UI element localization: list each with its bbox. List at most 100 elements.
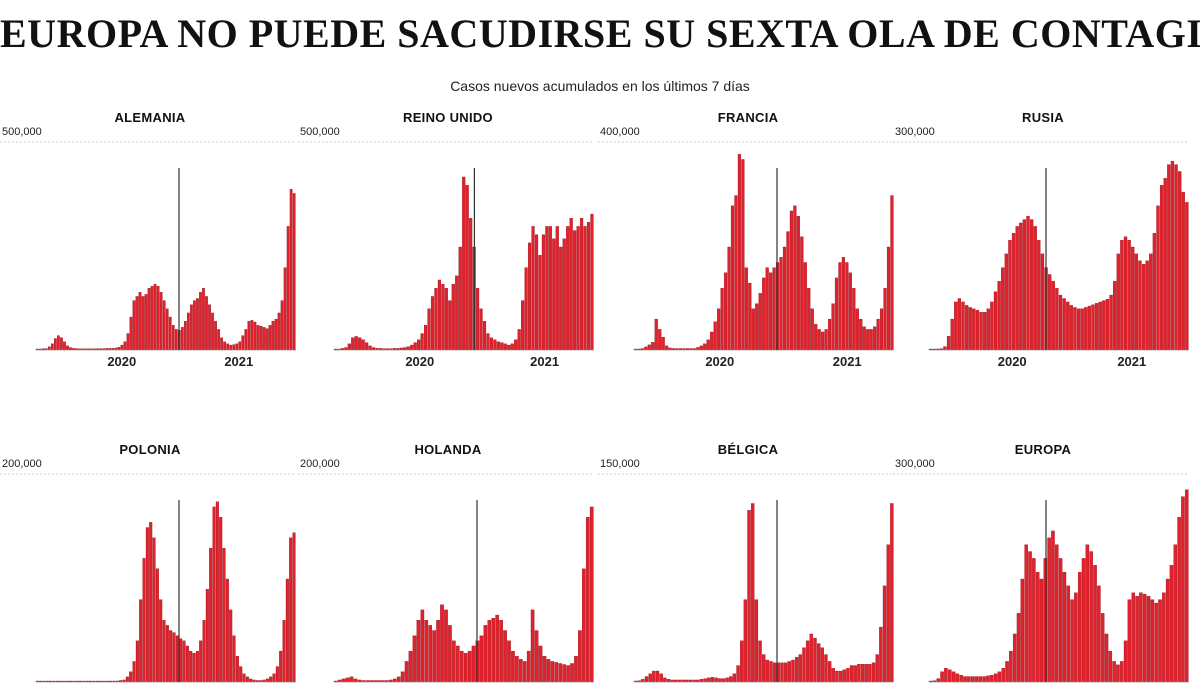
bar-chart xyxy=(598,473,894,683)
bar xyxy=(555,226,559,351)
chart-title: FRANCIA xyxy=(717,110,779,125)
bar xyxy=(172,632,176,683)
bar xyxy=(707,677,711,683)
bar xyxy=(710,331,714,351)
bar xyxy=(800,236,804,351)
bar xyxy=(129,316,133,351)
bar-chart: 2020 2021 xyxy=(0,141,296,369)
bar xyxy=(503,343,507,351)
bar xyxy=(400,671,405,683)
bar xyxy=(220,337,223,351)
x-tick-label: 2021 xyxy=(833,354,862,369)
bar xyxy=(437,279,442,351)
bar xyxy=(403,347,407,351)
y-axis-max-label: 300,000 xyxy=(895,126,935,138)
bar xyxy=(417,339,421,351)
x-tick-label: 2020 xyxy=(107,354,136,369)
bar xyxy=(866,329,870,351)
bar xyxy=(862,326,866,351)
bar xyxy=(747,510,751,683)
bar xyxy=(275,666,279,683)
bar xyxy=(471,645,476,683)
bar xyxy=(368,345,372,351)
bar xyxy=(744,267,748,351)
bar xyxy=(455,275,459,351)
bar xyxy=(199,640,203,683)
bar xyxy=(265,678,269,683)
bar xyxy=(993,291,998,351)
bar xyxy=(845,262,849,351)
bar xyxy=(292,532,296,683)
bar xyxy=(1123,236,1128,351)
bar xyxy=(1039,578,1044,683)
bar xyxy=(876,318,880,351)
bar xyxy=(139,599,143,683)
bar xyxy=(699,345,703,351)
bar xyxy=(123,341,127,351)
bar xyxy=(791,659,795,683)
bar xyxy=(1080,308,1084,351)
bar xyxy=(117,346,121,351)
bar xyxy=(190,304,193,351)
bar xyxy=(175,635,179,683)
bar xyxy=(736,665,740,683)
bar xyxy=(279,650,283,683)
bar xyxy=(269,676,273,683)
bar xyxy=(465,185,469,351)
bar xyxy=(751,503,755,683)
bar xyxy=(997,281,1001,351)
bar xyxy=(1062,571,1067,683)
bar xyxy=(803,262,807,351)
bar xyxy=(968,307,972,351)
bar xyxy=(185,645,189,683)
bar xyxy=(786,231,790,351)
bar xyxy=(576,226,580,351)
bar xyxy=(432,630,436,683)
bar xyxy=(1098,301,1102,351)
bar xyxy=(720,288,724,351)
bar xyxy=(586,222,591,351)
x-tick-label: 2021 xyxy=(530,354,559,369)
bar xyxy=(758,640,762,683)
bar xyxy=(153,283,157,351)
bar xyxy=(392,678,397,683)
bar xyxy=(869,329,873,351)
bar xyxy=(500,342,504,351)
bar xyxy=(1084,307,1088,351)
bar xyxy=(1185,202,1189,351)
bar xyxy=(554,662,559,683)
bar xyxy=(1116,664,1120,683)
bar xyxy=(430,296,435,351)
bar xyxy=(135,296,139,351)
bar xyxy=(448,625,452,683)
bar xyxy=(174,329,178,351)
page-subtitle: Casos nuevos acumulados en los últimos 7… xyxy=(450,78,750,94)
bar xyxy=(292,193,296,351)
bar xyxy=(585,517,590,683)
bar xyxy=(1120,661,1124,683)
bar xyxy=(189,650,193,683)
bar xyxy=(165,625,169,683)
bar xyxy=(1127,599,1132,683)
bar xyxy=(741,159,745,351)
bar xyxy=(813,637,817,683)
bar xyxy=(215,501,219,683)
bar xyxy=(838,262,842,351)
bar xyxy=(440,604,444,683)
bar xyxy=(1070,599,1074,683)
bar xyxy=(192,653,196,683)
bar xyxy=(562,664,566,683)
bar xyxy=(940,671,944,683)
bar xyxy=(289,537,293,683)
bar xyxy=(1026,215,1030,351)
bar xyxy=(239,666,243,683)
bar xyxy=(463,653,468,683)
chart-title: EUROPA xyxy=(1014,442,1072,457)
bar xyxy=(1058,558,1063,683)
bar xyxy=(758,293,762,351)
bar xyxy=(351,337,355,351)
bar xyxy=(524,267,528,351)
y-axis-max-label: 500,000 xyxy=(300,126,340,138)
bar xyxy=(954,301,958,351)
bar xyxy=(262,679,266,683)
